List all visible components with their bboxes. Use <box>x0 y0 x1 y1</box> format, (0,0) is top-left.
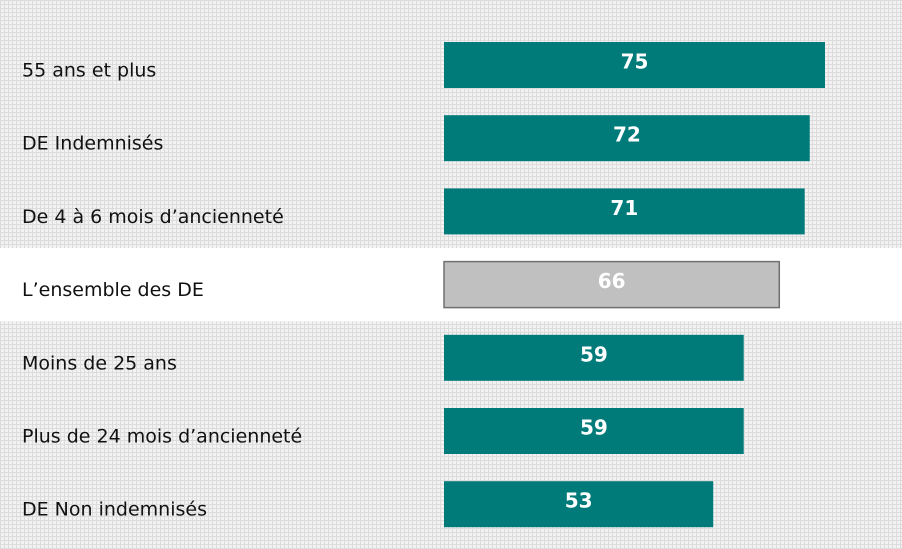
value-label: 59 <box>580 342 608 366</box>
value-label: 72 <box>613 123 641 147</box>
bar <box>444 42 825 88</box>
value-label: 59 <box>580 416 608 440</box>
bar <box>443 260 781 309</box>
category-label: Plus de 24 mois d’ancienneté <box>22 426 302 448</box>
bar <box>444 188 805 235</box>
category-label: Moins de 25 ans <box>22 352 177 374</box>
value-label: 75 <box>621 50 649 74</box>
value-label: 53 <box>565 489 593 513</box>
value-label: 66 <box>598 269 626 293</box>
category-label: 55 ans et plus <box>22 60 156 82</box>
bar <box>444 115 810 162</box>
category-label: L’ensemble des DE <box>22 279 204 301</box>
bar <box>444 408 744 454</box>
bar <box>444 334 744 381</box>
category-label: DE Non indemnisés <box>22 499 207 521</box>
category-label: De 4 à 6 mois d’ancienneté <box>22 206 284 228</box>
bar <box>444 481 714 528</box>
value-label: 71 <box>610 196 638 220</box>
category-label: DE Indemnisés <box>22 133 163 155</box>
